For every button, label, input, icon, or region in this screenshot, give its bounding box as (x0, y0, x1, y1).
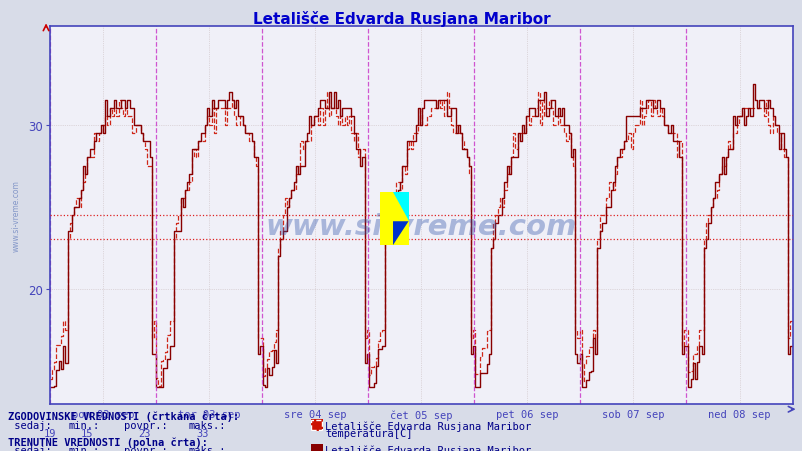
Polygon shape (392, 193, 408, 222)
Text: maks.:: maks.: (188, 445, 226, 451)
Text: povpr.:: povpr.: (124, 445, 168, 451)
Text: min.:: min.: (68, 445, 99, 451)
Text: 19: 19 (44, 428, 57, 438)
Polygon shape (392, 222, 408, 245)
Text: www.si-vreme.com: www.si-vreme.com (265, 213, 576, 241)
Text: sedaj:: sedaj: (8, 420, 51, 430)
Text: maks.:: maks.: (188, 420, 226, 430)
Text: povpr.:: povpr.: (124, 420, 168, 430)
Text: 33: 33 (196, 428, 209, 438)
Text: Letališče Edvarda Rusjana Maribor: Letališče Edvarda Rusjana Maribor (253, 11, 549, 27)
Text: sedaj:: sedaj: (8, 445, 51, 451)
Text: Letališče Edvarda Rusjana Maribor: Letališče Edvarda Rusjana Maribor (325, 445, 531, 451)
Text: ZGODOVINSKE VREDNOSTI (črtkana črta):: ZGODOVINSKE VREDNOSTI (črtkana črta): (8, 410, 239, 421)
Text: min.:: min.: (68, 420, 99, 430)
Text: temperatura[C]: temperatura[C] (325, 428, 412, 438)
Text: Letališče Edvarda Rusjana Maribor: Letališče Edvarda Rusjana Maribor (325, 420, 531, 431)
Text: 15: 15 (80, 428, 93, 438)
Text: TRENUTNE VREDNOSTI (polna črta):: TRENUTNE VREDNOSTI (polna črta): (8, 437, 208, 447)
Text: www.si-vreme.com: www.si-vreme.com (12, 179, 21, 251)
Text: 23: 23 (138, 428, 151, 438)
